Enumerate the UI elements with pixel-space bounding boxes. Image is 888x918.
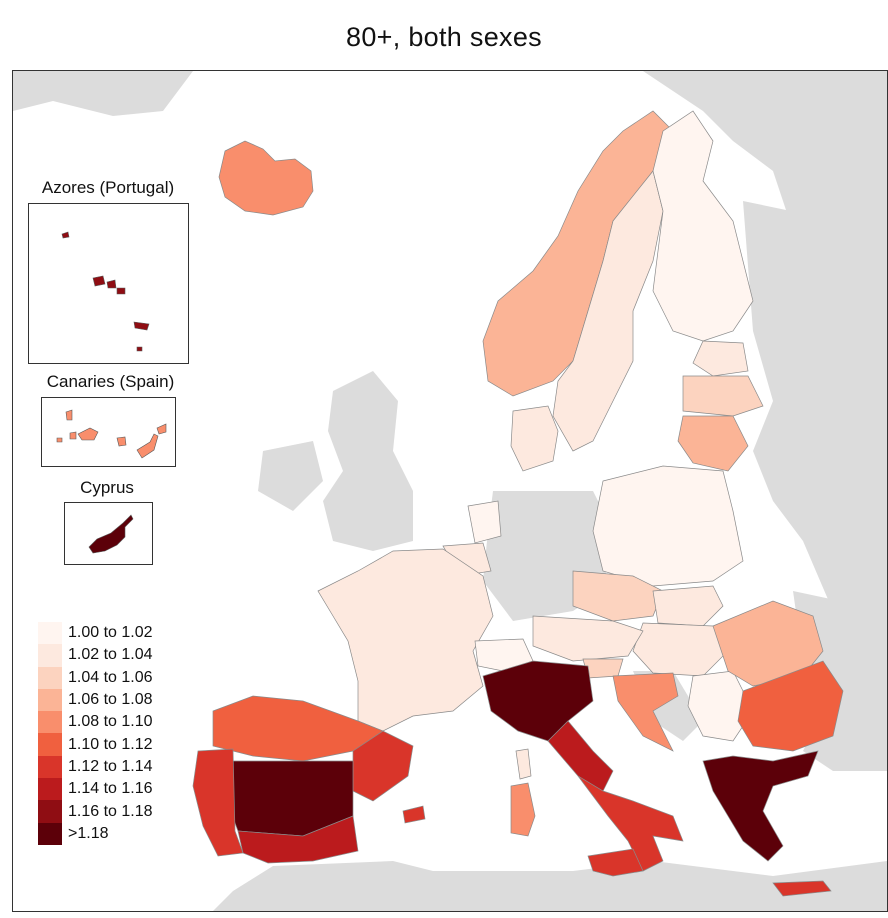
legend-swatch: [38, 644, 62, 667]
canaries-inset: [41, 397, 176, 467]
legend-label: 1.02 to 1.04: [68, 646, 153, 664]
region-estonia[interactable]: [692, 340, 749, 377]
azores-island-central-c[interactable]: [116, 287, 126, 295]
legend: 1.00 to 1.02 1.02 to 1.04 1.04 to 1.06 1.06…: [38, 622, 188, 845]
region-austria[interactable]: [532, 615, 644, 662]
region-croatia[interactable]: [612, 672, 679, 752]
legend-item: 1.14 to 1.16: [38, 778, 188, 801]
region-south-spain[interactable]: [237, 815, 359, 864]
legend-label: 1.16 to 1.18: [68, 802, 153, 820]
legend-swatch: [38, 800, 62, 823]
region-greece[interactable]: [702, 750, 819, 862]
region-balearic-islands[interactable]: [402, 805, 426, 824]
cyprus-island[interactable]: [88, 514, 134, 554]
region-portugal[interactable]: [192, 748, 244, 857]
legend-label: 1.06 to 1.08: [68, 691, 153, 709]
azores-island-flores[interactable]: [61, 231, 70, 239]
legend-swatch: [38, 688, 62, 712]
europe-map-svg: [13, 71, 887, 911]
legend-item: >1.18: [38, 822, 188, 845]
region-denmark[interactable]: [510, 405, 559, 472]
region-finland[interactable]: [652, 110, 754, 342]
canaries-island-la-palma[interactable]: [65, 409, 73, 421]
cyprus-inset: [64, 502, 153, 565]
region-slovakia[interactable]: [652, 585, 724, 627]
region-sweden[interactable]: [552, 170, 664, 452]
canaries-island-gran-canaria[interactable]: [116, 436, 127, 447]
canaries-label: Canaries (Spain): [28, 372, 193, 392]
azores-island-central-b[interactable]: [106, 279, 117, 289]
legend-swatch: [38, 711, 62, 734]
region-bulgaria[interactable]: [737, 660, 844, 752]
cyprus-label: Cyprus: [62, 478, 152, 498]
region-crete[interactable]: [772, 880, 832, 897]
legend-swatch: [38, 755, 62, 779]
legend-item: 1.12 to 1.14: [38, 755, 188, 779]
region-czechia[interactable]: [572, 570, 664, 622]
region-lithuania[interactable]: [677, 415, 749, 472]
legend-item: 1.02 to 1.04: [38, 644, 188, 667]
azores-island-central-a[interactable]: [92, 275, 106, 287]
legend-item: 1.08 to 1.10: [38, 711, 188, 734]
main-map: [12, 70, 888, 912]
canaries-island-gomera[interactable]: [69, 431, 77, 440]
region-poland[interactable]: [592, 465, 744, 587]
legend-swatch: [38, 622, 62, 645]
azores-label: Azores (Portugal): [28, 178, 188, 198]
legend-label: 1.12 to 1.14: [68, 757, 153, 775]
azores-island-sao-miguel[interactable]: [133, 321, 150, 331]
region-sardinia[interactable]: [510, 782, 536, 837]
legend-item: 1.10 to 1.12: [38, 733, 188, 756]
legend-label: >1.18: [68, 824, 109, 842]
canaries-island-fuerteventura[interactable]: [136, 433, 159, 459]
legend-label: 1.04 to 1.06: [68, 668, 153, 686]
legend-swatch: [38, 778, 62, 801]
legend-swatch: [38, 666, 62, 689]
legend-item: 1.04 to 1.06: [38, 666, 188, 689]
canaries-island-hierro[interactable]: [56, 437, 63, 443]
region-netherlands[interactable]: [467, 500, 502, 544]
map-title: 80+, both sexes: [346, 22, 542, 52]
legend-item: 1.06 to 1.08: [38, 688, 188, 712]
legend-label: 1.10 to 1.12: [68, 735, 153, 753]
region-south-italy[interactable]: [577, 775, 684, 872]
region-latvia[interactable]: [682, 375, 764, 417]
region-romania[interactable]: [712, 600, 824, 687]
legend-label: 1.08 to 1.10: [68, 713, 153, 731]
legend-label: 1.00 to 1.02: [68, 624, 153, 642]
region-hungary[interactable]: [632, 622, 729, 677]
legend-label: 1.14 to 1.16: [68, 780, 153, 798]
canaries-island-lanzarote[interactable]: [156, 423, 167, 435]
region-corsica[interactable]: [515, 748, 532, 780]
canaries-island-tenerife[interactable]: [77, 427, 99, 441]
legend-swatch: [38, 733, 62, 756]
azores-inset: [28, 203, 189, 364]
azores-island-santa-maria[interactable]: [136, 346, 143, 352]
legend-swatch: [38, 822, 62, 845]
region-france[interactable]: [317, 548, 494, 732]
region-iceland[interactable]: [218, 140, 314, 216]
region-central-italy[interactable]: [547, 720, 614, 792]
region-sicily[interactable]: [587, 848, 644, 877]
legend-item: 1.16 to 1.18: [38, 800, 188, 823]
region-north-italy[interactable]: [482, 660, 594, 742]
legend-item: 1.00 to 1.02: [38, 622, 188, 645]
